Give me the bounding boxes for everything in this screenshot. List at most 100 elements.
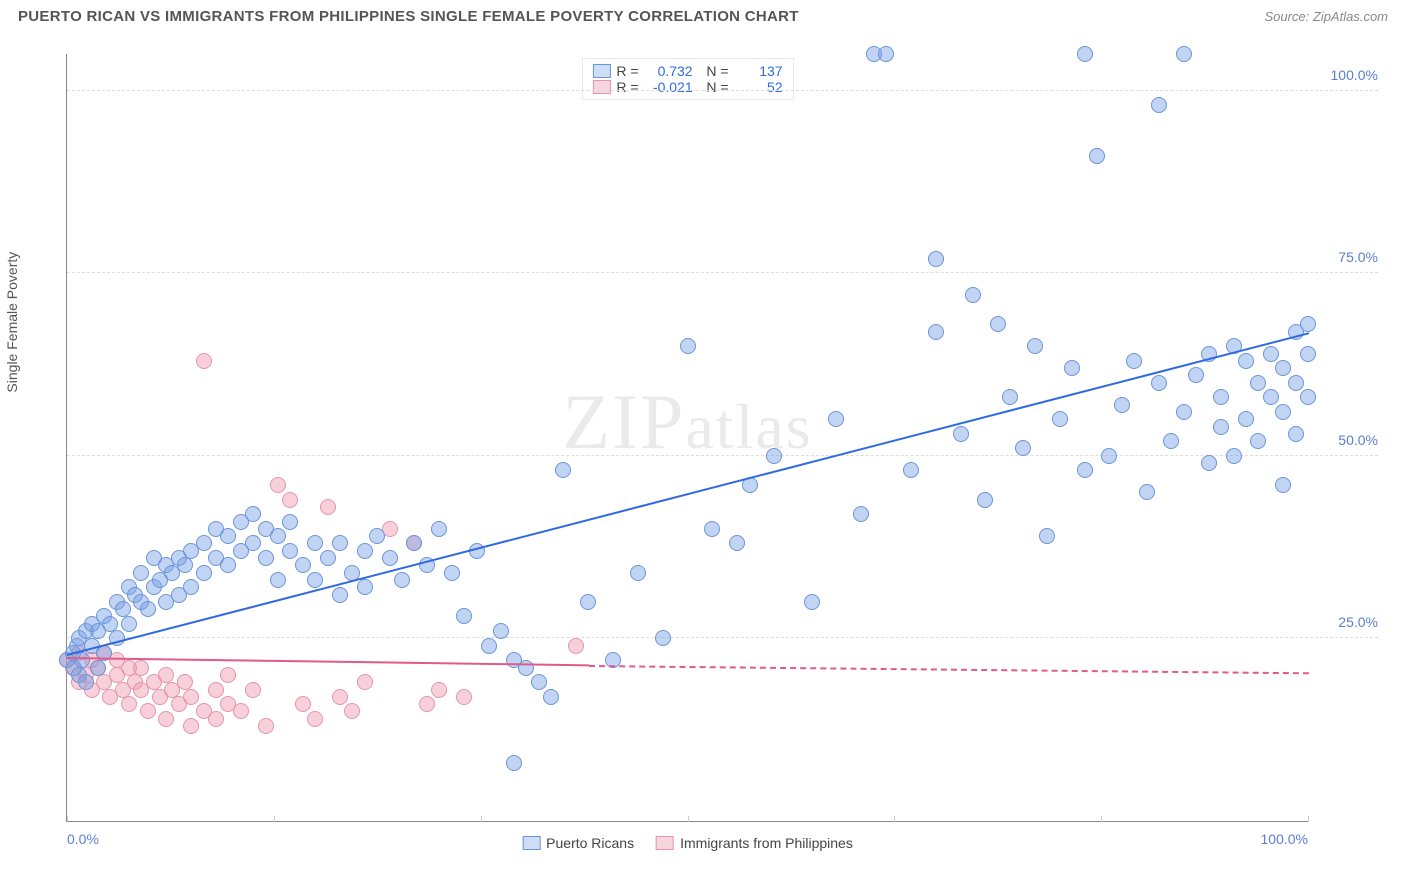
data-point-blue: [1176, 404, 1192, 420]
data-point-blue: [1213, 419, 1229, 435]
data-point-blue: [828, 411, 844, 427]
data-point-blue: [320, 550, 336, 566]
data-point-blue: [1250, 433, 1266, 449]
data-point-blue: [1039, 528, 1055, 544]
data-point-blue: [1027, 338, 1043, 354]
data-point-blue: [580, 594, 596, 610]
data-point-blue: [853, 506, 869, 522]
y-tick-label: 50.0%: [1318, 432, 1378, 448]
gridline: [67, 272, 1378, 273]
data-point-pink: [456, 689, 472, 705]
data-point-blue: [766, 448, 782, 464]
data-point-blue: [928, 251, 944, 267]
data-point-blue: [680, 338, 696, 354]
plot-area: ZIPatlas R = 0.732 N = 137 R = -0.021 N …: [66, 54, 1308, 822]
data-point-blue: [382, 550, 398, 566]
n-label: N =: [699, 79, 729, 95]
data-point-blue: [903, 462, 919, 478]
data-point-blue: [878, 46, 894, 62]
data-point-blue: [1275, 477, 1291, 493]
data-point-blue: [1213, 389, 1229, 405]
data-point-blue: [1263, 346, 1279, 362]
trendline-pink-extrapolated: [589, 665, 1309, 674]
gridline: [67, 90, 1378, 91]
data-point-blue: [1300, 316, 1316, 332]
data-point-pink: [177, 674, 193, 690]
data-point-blue: [1263, 389, 1279, 405]
data-point-blue: [183, 579, 199, 595]
data-point-pink: [295, 696, 311, 712]
data-point-blue: [1201, 455, 1217, 471]
x-tick: [894, 816, 895, 822]
data-point-pink: [431, 682, 447, 698]
data-point-blue: [506, 755, 522, 771]
data-point-blue: [1250, 375, 1266, 391]
n-label: N =: [699, 63, 729, 79]
data-point-blue: [1126, 353, 1142, 369]
data-point-blue: [220, 557, 236, 573]
data-point-pink: [258, 718, 274, 734]
y-tick-label: 75.0%: [1318, 249, 1378, 265]
data-point-pink: [233, 703, 249, 719]
data-point-blue: [1015, 440, 1031, 456]
data-point-blue: [655, 630, 671, 646]
data-point-blue: [444, 565, 460, 581]
data-point-blue: [543, 689, 559, 705]
data-point-pink: [183, 718, 199, 734]
data-point-blue: [630, 565, 646, 581]
data-point-blue: [220, 528, 236, 544]
legend-correlation: R = 0.732 N = 137 R = -0.021 N = 52: [581, 58, 793, 100]
data-point-blue: [1151, 375, 1167, 391]
n-value-pink: 52: [735, 79, 783, 95]
data-point-blue: [1226, 448, 1242, 464]
data-point-blue: [295, 557, 311, 573]
data-point-blue: [555, 462, 571, 478]
x-tick: [688, 816, 689, 822]
data-point-blue: [307, 535, 323, 551]
data-point-blue: [953, 426, 969, 442]
data-point-blue: [1163, 433, 1179, 449]
data-point-pink: [568, 638, 584, 654]
y-tick-label: 100.0%: [1318, 67, 1378, 83]
data-point-blue: [196, 535, 212, 551]
data-point-blue: [1275, 404, 1291, 420]
r-value-pink: -0.021: [645, 79, 693, 95]
data-point-blue: [1114, 397, 1130, 413]
data-point-blue: [332, 587, 348, 603]
data-point-blue: [1089, 148, 1105, 164]
data-point-blue: [1002, 389, 1018, 405]
data-point-pink: [158, 711, 174, 727]
x-tick-label: 0.0%: [67, 831, 99, 847]
source-label: Source: ZipAtlas.com: [1264, 9, 1388, 24]
data-point-pink: [320, 499, 336, 515]
data-point-blue: [78, 674, 94, 690]
data-point-blue: [804, 594, 820, 610]
data-point-blue: [245, 535, 261, 551]
data-point-blue: [431, 521, 447, 537]
data-point-blue: [1238, 411, 1254, 427]
data-point-blue: [729, 535, 745, 551]
data-point-blue: [1300, 389, 1316, 405]
r-value-blue: 0.732: [645, 63, 693, 79]
data-point-blue: [74, 652, 90, 668]
data-point-blue: [102, 616, 118, 632]
x-tick: [274, 816, 275, 822]
data-point-blue: [1077, 46, 1093, 62]
data-point-blue: [704, 521, 720, 537]
data-point-blue: [977, 492, 993, 508]
trendline-blue: [67, 332, 1309, 656]
x-tick: [67, 816, 68, 822]
data-point-pink: [196, 353, 212, 369]
data-point-pink: [121, 696, 137, 712]
data-point-pink: [183, 689, 199, 705]
data-point-blue: [332, 535, 348, 551]
data-point-blue: [177, 557, 193, 573]
data-point-blue: [270, 528, 286, 544]
data-point-pink: [282, 492, 298, 508]
r-label: R =: [616, 79, 638, 95]
swatch-pink-icon: [656, 836, 674, 850]
series-label-blue: Puerto Ricans: [546, 835, 634, 851]
data-point-pink: [419, 696, 435, 712]
data-point-pink: [270, 477, 286, 493]
data-point-blue: [394, 572, 410, 588]
